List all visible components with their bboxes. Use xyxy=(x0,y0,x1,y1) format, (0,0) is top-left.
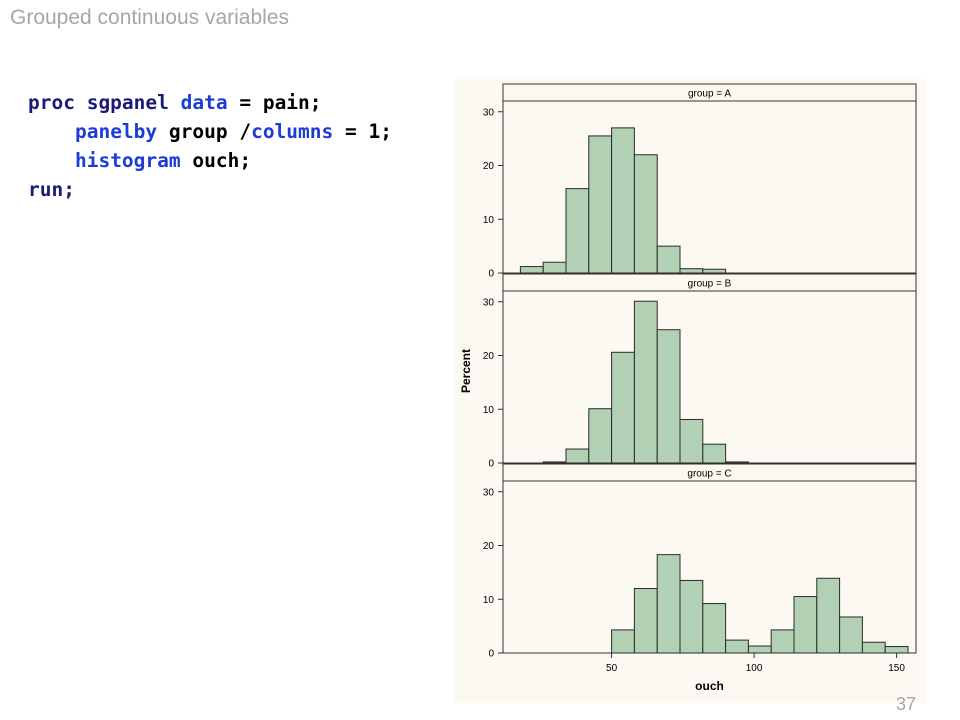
histogram-bar xyxy=(542,261,567,274)
code-option: panelby xyxy=(74,120,158,143)
x-axis-label: ouch xyxy=(695,679,724,693)
histogram-bar xyxy=(793,596,818,654)
y-tick-label: 30 xyxy=(483,107,495,118)
panel-plot-area xyxy=(502,100,917,274)
histogram-bar xyxy=(565,188,590,274)
code-line-3: histogram ouch; xyxy=(28,146,392,175)
histogram-bar xyxy=(633,300,658,464)
histogram-bar xyxy=(679,579,704,654)
y-tick-label: 10 xyxy=(483,405,495,416)
code-line-4: run; xyxy=(28,175,392,204)
y-tick-label: 0 xyxy=(488,269,494,280)
histogram-bar xyxy=(611,127,635,274)
y-tick-label: 20 xyxy=(483,161,495,172)
code-line-2: panelby group /columns = 1; xyxy=(28,117,392,146)
histogram-bar xyxy=(702,268,727,274)
code-text: group / xyxy=(157,120,252,143)
histogram-bar xyxy=(656,245,681,274)
y-tick-label: 20 xyxy=(483,351,495,362)
histogram-bar xyxy=(611,629,635,654)
histogram-bar xyxy=(633,588,658,654)
histogram-bar xyxy=(747,645,772,654)
histogram-bar xyxy=(611,351,635,464)
histogram-bar xyxy=(725,639,749,654)
histogram-bar xyxy=(679,268,704,274)
x-tick-label: 150 xyxy=(888,663,905,674)
panel-plot-area xyxy=(502,290,917,464)
y-tick-label: 30 xyxy=(483,297,495,308)
y-tick-label: 0 xyxy=(488,649,494,660)
y-axis-label: Percent xyxy=(459,349,473,393)
histogram-bar xyxy=(884,646,909,654)
y-tick-label: 20 xyxy=(483,541,495,552)
histogram-bar xyxy=(702,603,727,654)
code-option: histogram xyxy=(74,149,181,172)
code-line-1: proc sgpanel data = pain; xyxy=(28,88,392,117)
histogram-bar xyxy=(816,577,841,654)
panel-label: group = A xyxy=(688,89,731,100)
histogram-bar xyxy=(588,408,613,464)
y-tick-label: 10 xyxy=(483,215,495,226)
page-number: 37 xyxy=(896,694,917,714)
slide-title: Grouped continuous variables xyxy=(10,6,290,29)
histogram-bar xyxy=(839,616,863,654)
code-text: = 1; xyxy=(333,120,392,143)
histogram-panel-chart: group = A 0 10 20 30 group = B 0 10 20 30 group = … xyxy=(455,79,926,703)
histogram-bar xyxy=(770,629,795,654)
x-tick-label: 50 xyxy=(606,663,618,674)
panel-label: group = C xyxy=(687,469,731,480)
histogram-bar xyxy=(519,266,544,274)
chart-canvas: group = A 0 10 20 30 group = B 0 10 20 30 group = … xyxy=(455,79,926,703)
code-keyword: run; xyxy=(28,178,75,201)
code-option: data xyxy=(180,91,228,114)
code-block: proc sgpanel data = pain; panelby group … xyxy=(28,88,392,204)
histogram-bar xyxy=(656,329,681,464)
histogram-bar xyxy=(702,443,727,464)
y-tick-label: 0 xyxy=(488,459,494,470)
code-text: ouch; xyxy=(180,149,252,172)
y-tick-label: 30 xyxy=(483,487,495,498)
histogram-bar xyxy=(588,135,613,274)
code-keyword: proc sgpanel xyxy=(28,91,169,114)
x-tick-label: 100 xyxy=(746,663,763,674)
panel-label: group = B xyxy=(688,279,732,290)
histogram-bar xyxy=(656,554,681,654)
y-tick-label: 10 xyxy=(483,595,495,606)
code-text: = pain; xyxy=(227,91,322,114)
code-option: columns xyxy=(251,120,334,143)
histogram-bar xyxy=(861,641,886,654)
histogram-bar xyxy=(679,418,704,464)
histogram-bar xyxy=(725,461,749,464)
histogram-bar xyxy=(565,448,590,464)
histogram-bar xyxy=(633,154,658,274)
histogram-bar xyxy=(542,461,567,464)
